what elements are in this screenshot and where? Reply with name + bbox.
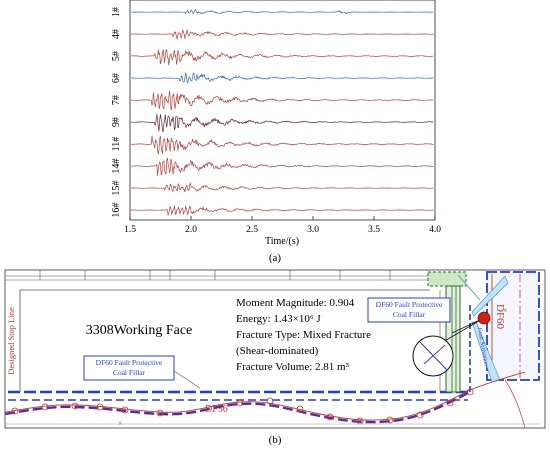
station-label-11: 11#: [111, 137, 122, 152]
panel-a-label: (a): [269, 252, 282, 264]
trace-9: [130, 113, 434, 132]
station-label-16: 16#: [111, 203, 122, 218]
waveform-panel: 1# 4# 5# 6# 7# 9# 11# 14# 15# 16# 1.5 2.0 2.5 3.0 3.5…: [111, 0, 441, 264]
filler-label-right-1: DF60 Fault Protective: [376, 300, 443, 309]
x-axis-label: Time/(s): [265, 236, 299, 247]
station-label-6: 6#: [111, 73, 122, 83]
beachball-plane: [423, 344, 446, 365]
x-tick-label: 2.5: [246, 225, 258, 235]
station-label-5: 5#: [111, 51, 122, 61]
trace-4: [130, 29, 434, 41]
filler-label-right-2: Coal Fillar: [393, 310, 426, 319]
event-fracture-type: Fracture Type: Mixed Fracture: [236, 329, 371, 341]
trace-group: [130, 8, 434, 216]
df56-purple-boundary: [4, 390, 471, 424]
df56-marker: [96, 403, 104, 411]
df56-markers: [11, 388, 474, 425]
x-tick-label: 4.0: [429, 225, 441, 235]
mine-plan-panel: DF60 × Fault Activation DF60 Fault Prote…: [4, 269, 546, 446]
roadway-markers: [39, 270, 391, 280]
x-axis-ticks: 1.5 2.0 2.5 3.0 3.5 4.0: [124, 216, 441, 235]
df56-marker: [236, 399, 244, 407]
df56-marker: [266, 397, 274, 405]
stop-line-label: Designed Stop Line: [6, 307, 16, 375]
trace-16: [130, 205, 434, 216]
df56-marker: [386, 416, 394, 424]
trace-5: [131, 48, 434, 66]
event-magnitude: Moment Magnitude: 0.904: [236, 297, 355, 309]
plot-frame: [129, 0, 436, 221]
panel-b-label: (b): [269, 434, 282, 446]
branch-fault: [504, 379, 526, 429]
filler-label-box-bottom: [83, 355, 175, 381]
x-tick-label: 1.5: [124, 225, 136, 235]
df56-marker: [41, 403, 49, 411]
x-tick-label: 3.0: [307, 225, 319, 235]
event-marker: [477, 311, 491, 325]
df56-marker: [71, 402, 79, 410]
station-labels: 1# 4# 5# 6# 7# 9# 11# 14# 15# 16#: [111, 7, 122, 218]
df56-marker: [466, 388, 474, 396]
activation-fan: [471, 275, 509, 317]
trace-7: [130, 90, 434, 111]
fault-cross-mark: ×: [503, 306, 508, 315]
station-label-4: 4#: [111, 29, 122, 39]
x-tick-label: 2.0: [185, 225, 197, 235]
x-tick-label: 3.5: [368, 225, 380, 235]
trace-14: [130, 157, 434, 176]
working-face-label: 3308Working Face: [86, 323, 193, 338]
df56-fault-line: [4, 371, 526, 421]
event-energy: Energy: 1.43×10⁶ J: [236, 313, 321, 325]
trace-1: [130, 8, 434, 15]
event-fracture-volume: Fracture Volume: 2.81 m³: [236, 361, 350, 373]
df56-marker: [11, 407, 19, 415]
trace-15: [131, 182, 434, 193]
station-label-9: 9#: [111, 117, 122, 127]
activation-ray: [457, 274, 481, 301]
df56-marker: [416, 411, 424, 419]
fault-cross-mark: ×: [118, 419, 123, 428]
event-fracture-type-note: (Shear-dominated): [236, 345, 319, 357]
df56-marker: [296, 405, 304, 413]
station-label-15: 15#: [111, 181, 122, 196]
filler-pointer: [173, 370, 201, 389]
station-label-1: 1#: [111, 7, 122, 17]
trace-6: [130, 72, 434, 84]
df56-marker: [156, 409, 164, 417]
filler-label-bottom-2: Coal Fillar: [113, 368, 146, 377]
df56-marker: [446, 399, 454, 407]
df56-marker: [326, 413, 334, 421]
df56-label: DF56: [205, 404, 228, 415]
station-label-7: 7#: [111, 95, 122, 105]
filler-label-bottom-1: DF60 Fault Protective: [96, 358, 163, 367]
df56-marker: [121, 406, 129, 414]
trace-11: [131, 135, 434, 155]
green-zone-top: [427, 271, 467, 287]
station-label-14: 14#: [111, 159, 122, 174]
df60-label: DF60: [494, 304, 506, 330]
filler-label-box-right: [367, 297, 451, 323]
